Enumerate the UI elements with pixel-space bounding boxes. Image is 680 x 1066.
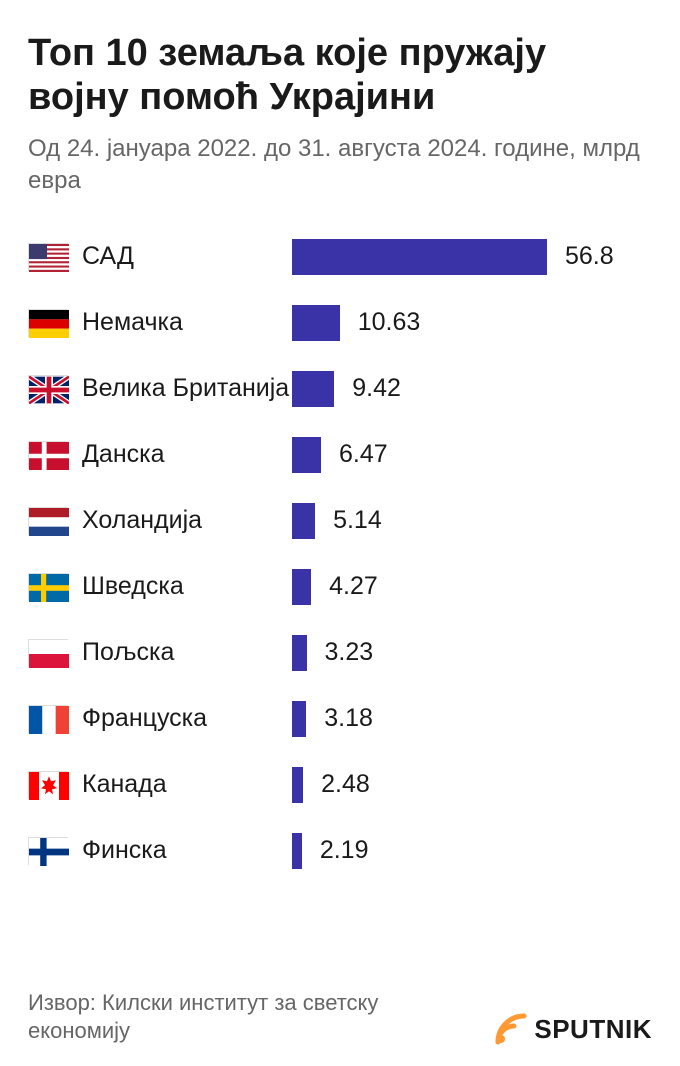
bar — [292, 569, 311, 605]
bar — [292, 833, 302, 869]
bar-wrap: 3.18 — [292, 701, 652, 737]
country-label: Данска — [82, 441, 292, 469]
bar — [292, 503, 315, 539]
bar-value: 6.47 — [339, 440, 388, 469]
chart-subtitle: Од 24. јануара 2022. до 31. августа 2024… — [28, 133, 652, 195]
country-label: Немачка — [82, 309, 292, 337]
country-label: САД — [82, 243, 292, 271]
sweden-flag-icon — [28, 573, 68, 601]
country-label: Финска — [82, 837, 292, 865]
bar-row: Пољска 3.23 — [28, 620, 652, 686]
bar-value: 56.8 — [565, 242, 614, 271]
source-text: Извор: Килски институт за светску економ… — [28, 989, 388, 1046]
finland-flag-icon — [28, 837, 68, 865]
sputnik-logo-text: SPUTNIK — [534, 1014, 652, 1045]
bar-value: 2.19 — [320, 836, 369, 865]
bar — [292, 767, 303, 803]
bar-wrap: 3.23 — [292, 635, 652, 671]
uk-flag-icon — [28, 375, 68, 403]
bar-row: Холандија 5.14 — [28, 488, 652, 554]
country-label: Канада — [82, 771, 292, 799]
bar-wrap: 2.48 — [292, 767, 652, 803]
bar-row: Шведска 4.27 — [28, 554, 652, 620]
bar — [292, 239, 547, 275]
bar-wrap: 6.47 — [292, 437, 652, 473]
bar-value: 4.27 — [329, 572, 378, 601]
bar-wrap: 56.8 — [292, 239, 652, 275]
netherlands-flag-icon — [28, 507, 68, 535]
country-label: Француска — [82, 705, 292, 733]
bar-row: Немачка 10.63 — [28, 290, 652, 356]
bar-wrap: 9.42 — [292, 371, 652, 407]
bar-wrap: 4.27 — [292, 569, 652, 605]
bar — [292, 437, 321, 473]
denmark-flag-icon — [28, 441, 68, 469]
bar-value: 9.42 — [352, 374, 401, 403]
bar-wrap: 10.63 — [292, 305, 652, 341]
country-label: Шведска — [82, 573, 292, 601]
bar — [292, 635, 307, 671]
bar-row: Финска 2.19 — [28, 818, 652, 884]
bar — [292, 701, 306, 737]
chart-title: Топ 10 земаља које пружају војну помоћ У… — [28, 32, 652, 119]
canada-flag-icon — [28, 771, 68, 799]
france-flag-icon — [28, 705, 68, 733]
country-label: Холандија — [82, 507, 292, 535]
poland-flag-icon — [28, 639, 68, 667]
bar — [292, 371, 334, 407]
bar-row: САД 56.8 — [28, 224, 652, 290]
country-label: Велика Британија — [82, 375, 292, 403]
bar-value: 3.23 — [325, 638, 374, 667]
bar-row: Велика Британија 9.42 — [28, 356, 652, 422]
bar-value: 2.48 — [321, 770, 370, 799]
bar-wrap: 5.14 — [292, 503, 652, 539]
bar-row: Данска 6.47 — [28, 422, 652, 488]
bar-value: 3.18 — [324, 704, 373, 733]
bar — [292, 305, 340, 341]
bar-value: 10.63 — [358, 308, 421, 337]
germany-flag-icon — [28, 309, 68, 337]
sputnik-icon — [494, 1012, 528, 1046]
bar-rows: САД 56.8 Немачка 10.63 Велика Британија 9.42 Д… — [28, 224, 652, 971]
bar-wrap: 2.19 — [292, 833, 652, 869]
usa-flag-icon — [28, 243, 68, 271]
bar-row: Француска 3.18 — [28, 686, 652, 752]
sputnik-logo: SPUTNIK — [494, 1012, 652, 1046]
footer: Извор: Килски институт за светску економ… — [28, 989, 652, 1046]
country-label: Пољска — [82, 639, 292, 667]
bar-row: Канада 2.48 — [28, 752, 652, 818]
bar-value: 5.14 — [333, 506, 382, 535]
